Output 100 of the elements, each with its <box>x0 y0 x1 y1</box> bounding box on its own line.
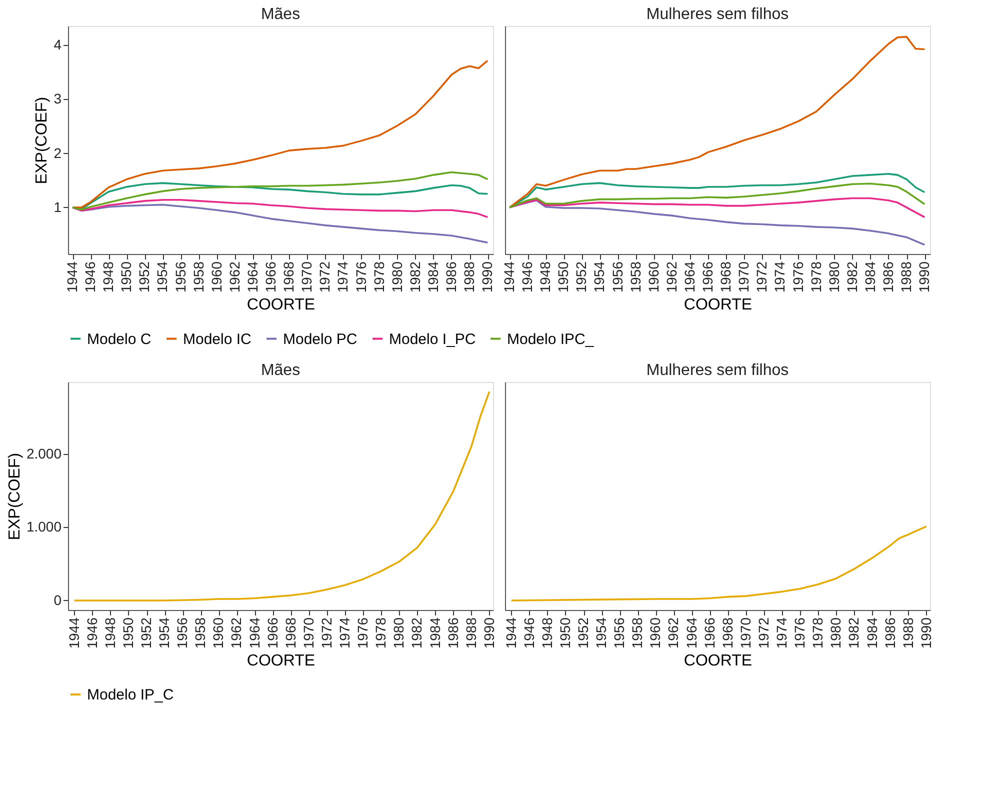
x-tick-label: 1986 <box>880 261 896 293</box>
x-tick-label: 1982 <box>846 617 862 649</box>
x-tick-label: 1984 <box>864 617 880 649</box>
x-tick-label: 1980 <box>828 617 844 649</box>
x-tick-label: 1948 <box>100 261 116 293</box>
x-tick-label: 1954 <box>156 617 172 649</box>
x-tick-label: 1966 <box>700 261 716 293</box>
x-tick-label: 1950 <box>120 617 136 649</box>
chart-title: Mães <box>260 6 300 23</box>
x-axis-title: COORTE <box>684 652 752 670</box>
x-axis-title: COORTE <box>684 296 752 314</box>
x-tick-label: 1950 <box>555 261 572 293</box>
x-tick-label: 1974 <box>334 261 351 293</box>
x-tick-label: 1950 <box>118 261 134 293</box>
x-tick-label: 1962 <box>665 617 682 649</box>
x-tick-label: 1968 <box>719 617 736 649</box>
x-tick-label: 1976 <box>792 617 808 649</box>
x-tick-label: 1968 <box>282 617 298 649</box>
x-tick-label: 1956 <box>174 617 190 649</box>
x-axis-title: COORTE <box>246 652 316 670</box>
x-tick-label: 1970 <box>298 261 315 293</box>
x-tick-label: 1944 <box>501 261 518 293</box>
x-tick-label: 1990 <box>916 261 932 293</box>
legend-label: Modelo IC <box>183 330 252 348</box>
x-tick-label: 1984 <box>426 617 443 649</box>
chart-title: Mulheres sem filhos <box>646 6 789 23</box>
x-tick-label: 1988 <box>462 617 479 649</box>
y-tick-label: 3 <box>54 90 62 107</box>
x-tick-label: 1960 <box>645 261 662 293</box>
x-tick-label: 1964 <box>681 261 698 293</box>
x-tick-label: 1982 <box>406 261 423 293</box>
x-tick-label: 1990 <box>480 617 497 649</box>
x-tick-label: 1972 <box>318 617 334 649</box>
x-tick-label: 1970 <box>736 261 752 293</box>
x-tick-label: 1966 <box>264 617 280 649</box>
x-tick-label: 1972 <box>754 261 770 293</box>
y-axis-title: EXP(COEF) <box>6 452 24 540</box>
x-tick-label: 1984 <box>862 261 878 293</box>
x-tick-label: 1990 <box>918 617 934 649</box>
y-axis-title: EXP(COEF) <box>34 96 51 184</box>
x-tick-label: 1958 <box>629 617 646 649</box>
x-tick-label: 1954 <box>593 617 610 649</box>
x-tick-label: 1952 <box>573 261 590 293</box>
y-tick-label: 1 <box>54 198 62 215</box>
x-tick-label: 1952 <box>136 261 152 293</box>
x-tick-label: 1960 <box>647 617 664 649</box>
legend-label: Modelo I_PC <box>389 330 476 348</box>
x-tick-label: 1962 <box>663 261 680 293</box>
x-tick-label: 1958 <box>627 261 644 293</box>
x-tick-label: 1968 <box>280 261 297 293</box>
x-tick-label: 1978 <box>810 617 826 649</box>
x-tick-label: 1964 <box>246 617 262 649</box>
x-tick-label: 1944 <box>64 261 80 293</box>
line-series <box>73 390 490 602</box>
x-tick-label: 1978 <box>372 617 389 649</box>
x-tick-label: 1972 <box>316 261 333 293</box>
x-tick-label: 1988 <box>898 261 914 293</box>
x-tick-label: 1954 <box>591 261 608 293</box>
x-tick-label: 1968 <box>718 261 734 293</box>
x-tick-label: 1944 <box>502 617 519 649</box>
x-tick-label: 1960 <box>210 617 226 649</box>
y-tick-label: 1.000 <box>26 518 62 535</box>
legend-label: Modelo PC <box>283 330 358 348</box>
x-axis-title: COORTE <box>246 296 316 314</box>
x-tick-label: 1966 <box>701 617 718 649</box>
x-tick-label: 1958 <box>192 617 208 649</box>
x-tick-label: 1954 <box>154 261 170 293</box>
x-tick-label: 1956 <box>609 261 626 293</box>
x-tick-label: 1970 <box>737 617 754 649</box>
x-tick-label: 1966 <box>262 261 279 293</box>
x-tick-label: 1982 <box>408 617 425 649</box>
x-tick-label: 1978 <box>808 261 824 293</box>
x-tick-label: 1980 <box>826 261 842 293</box>
x-tick-label: 1982 <box>844 261 860 293</box>
x-tick-label: 1986 <box>444 617 461 649</box>
x-tick-label: 1974 <box>772 261 788 293</box>
x-tick-label: 1960 <box>208 261 224 293</box>
x-tick-label: 1980 <box>388 261 405 293</box>
x-tick-label: 1956 <box>611 617 628 649</box>
x-tick-label: 1948 <box>537 261 554 293</box>
chart-title: Mães <box>260 362 300 379</box>
x-tick-label: 1980 <box>390 617 407 649</box>
x-tick-label: 1976 <box>354 617 371 649</box>
legend-label: Modelo IPC_ <box>507 330 594 348</box>
x-tick-label: 1976 <box>790 261 806 293</box>
chart-title: Mulheres sem filhos <box>646 362 789 379</box>
x-tick-label: 1974 <box>336 617 353 649</box>
legend-label: Modelo C <box>87 330 152 348</box>
legend-label: Modelo IP_C <box>87 686 174 704</box>
y-tick-label: 2 <box>54 144 62 161</box>
x-tick-label: 1964 <box>683 617 700 649</box>
x-tick-label: 1972 <box>755 617 772 649</box>
x-tick-label: 1990 <box>479 261 496 293</box>
y-tick-label: 2.000 <box>26 445 62 462</box>
x-tick-label: 1946 <box>82 261 98 293</box>
x-tick-label: 1988 <box>461 261 478 293</box>
y-tick-label: 0 <box>54 592 62 608</box>
x-tick-label: 1950 <box>556 617 573 649</box>
x-tick-label: 1970 <box>300 617 316 649</box>
x-tick-label: 1976 <box>352 261 369 293</box>
